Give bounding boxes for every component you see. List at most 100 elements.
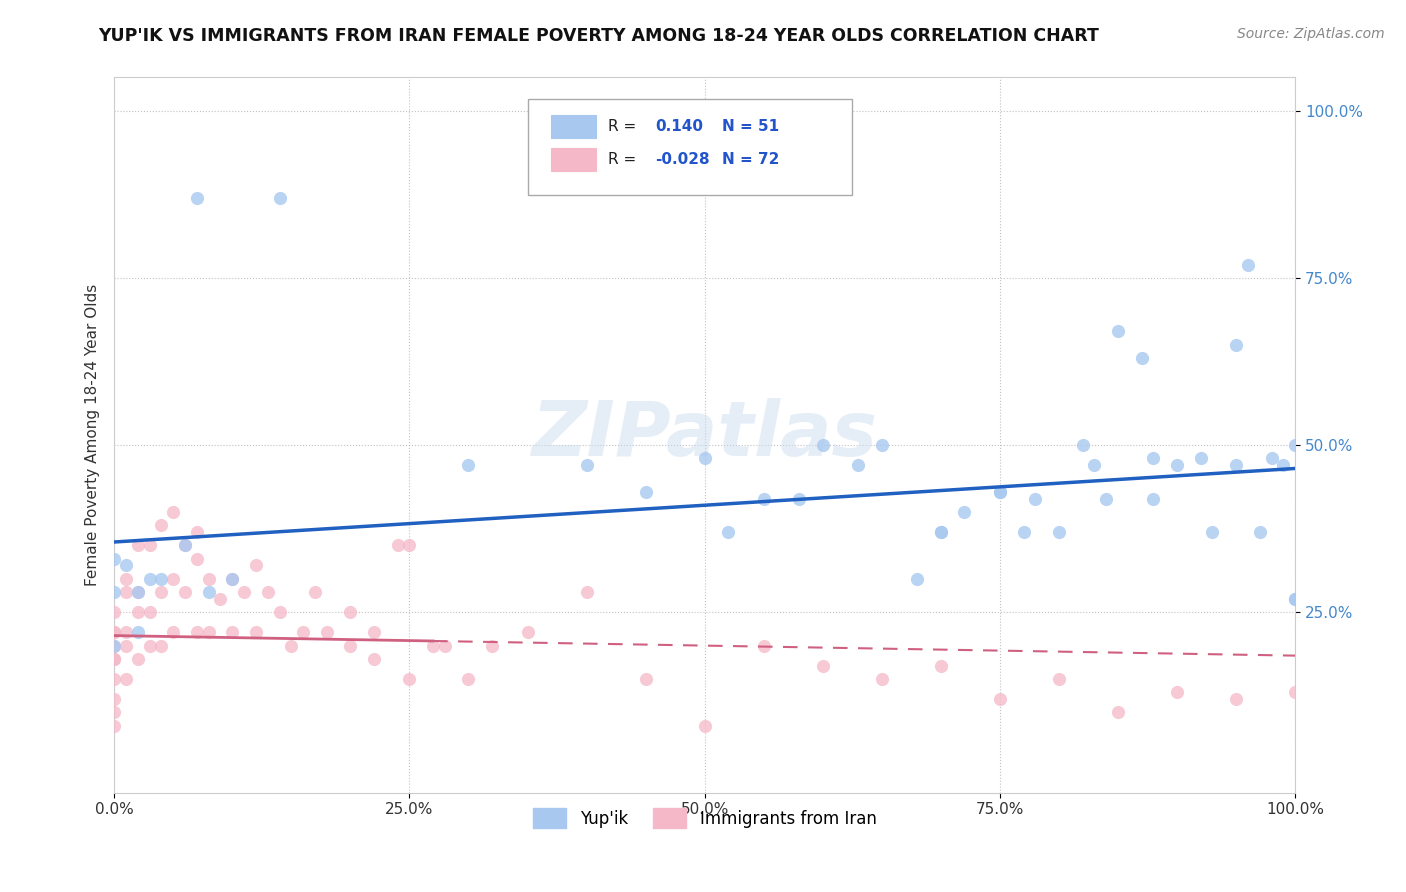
Point (221, 625, 243, 640)
Point (1284, 591, 1306, 606)
Point (929, 524, 952, 539)
Point (115, 585, 138, 599)
Point (905, 572, 928, 586)
Text: N = 51: N = 51 (723, 119, 779, 134)
Point (457, 672, 479, 686)
Point (138, 572, 160, 586)
Point (1142, 451, 1164, 466)
FancyBboxPatch shape (527, 99, 852, 195)
Point (953, 505, 976, 519)
Point (103, 585, 125, 599)
Point (387, 538, 409, 552)
Point (1237, 258, 1260, 272)
Point (1260, 451, 1282, 466)
Point (1166, 458, 1188, 472)
Point (103, 639, 125, 653)
Point (433, 639, 456, 653)
Text: ZIPatlas: ZIPatlas (531, 398, 877, 472)
Point (575, 458, 598, 472)
Point (103, 652, 125, 666)
Text: N = 72: N = 72 (723, 153, 780, 167)
Point (245, 558, 267, 573)
Text: R =: R = (607, 119, 641, 134)
Point (162, 625, 184, 640)
Point (197, 625, 219, 640)
Point (150, 518, 173, 533)
Point (115, 672, 138, 686)
Point (162, 572, 184, 586)
Point (1083, 458, 1105, 472)
Point (634, 484, 657, 499)
Point (752, 491, 775, 506)
Point (1012, 524, 1035, 539)
Point (186, 191, 208, 205)
Point (304, 585, 326, 599)
Point (245, 625, 267, 640)
Point (103, 551, 125, 566)
Point (221, 572, 243, 586)
Point (186, 551, 208, 566)
Point (1225, 692, 1247, 706)
Text: YUP'IK VS IMMIGRANTS FROM IRAN FEMALE POVERTY AMONG 18-24 YEAR OLDS CORRELATION : YUP'IK VS IMMIGRANTS FROM IRAN FEMALE PO… (98, 27, 1099, 45)
Point (339, 639, 361, 653)
Point (103, 639, 125, 653)
Point (1047, 672, 1070, 686)
Point (398, 538, 420, 552)
Point (693, 451, 716, 466)
Point (174, 538, 197, 552)
Point (988, 692, 1011, 706)
Point (870, 672, 893, 686)
Point (138, 538, 160, 552)
Point (1272, 458, 1295, 472)
Point (1071, 438, 1094, 452)
Point (138, 639, 160, 653)
Point (988, 484, 1011, 499)
Point (481, 639, 503, 653)
Point (1249, 524, 1271, 539)
Point (634, 672, 657, 686)
Point (127, 585, 149, 599)
Point (457, 458, 479, 472)
Point (363, 625, 385, 640)
Point (103, 625, 125, 640)
Point (1284, 591, 1306, 606)
Point (150, 585, 173, 599)
Point (280, 639, 302, 653)
Point (115, 625, 138, 640)
Point (103, 719, 125, 733)
Point (127, 605, 149, 619)
Point (197, 572, 219, 586)
Point (787, 491, 810, 506)
Point (221, 572, 243, 586)
Point (1225, 458, 1247, 472)
Point (1189, 451, 1212, 466)
Point (292, 625, 315, 640)
Point (174, 585, 197, 599)
Text: -0.028: -0.028 (655, 153, 710, 167)
Point (1166, 685, 1188, 699)
Point (103, 672, 125, 686)
Point (115, 558, 138, 573)
Point (339, 605, 361, 619)
Point (1095, 491, 1118, 506)
Point (1284, 438, 1306, 452)
Legend: Yup'ik, Immigrants from Iran: Yup'ik, Immigrants from Iran (526, 802, 883, 834)
Point (162, 505, 184, 519)
Point (115, 639, 138, 653)
Point (717, 524, 740, 539)
Point (846, 458, 869, 472)
Y-axis label: Female Poverty Among 18-24 Year Olds: Female Poverty Among 18-24 Year Olds (86, 284, 100, 586)
Point (233, 585, 256, 599)
Point (752, 639, 775, 653)
Point (150, 572, 173, 586)
Point (150, 639, 173, 653)
Point (186, 625, 208, 640)
Point (1047, 524, 1070, 539)
Point (929, 524, 952, 539)
Point (1107, 325, 1129, 339)
Point (209, 591, 232, 606)
Text: 0.140: 0.140 (655, 119, 703, 134)
Point (363, 652, 385, 666)
Point (811, 658, 834, 673)
Point (422, 639, 444, 653)
